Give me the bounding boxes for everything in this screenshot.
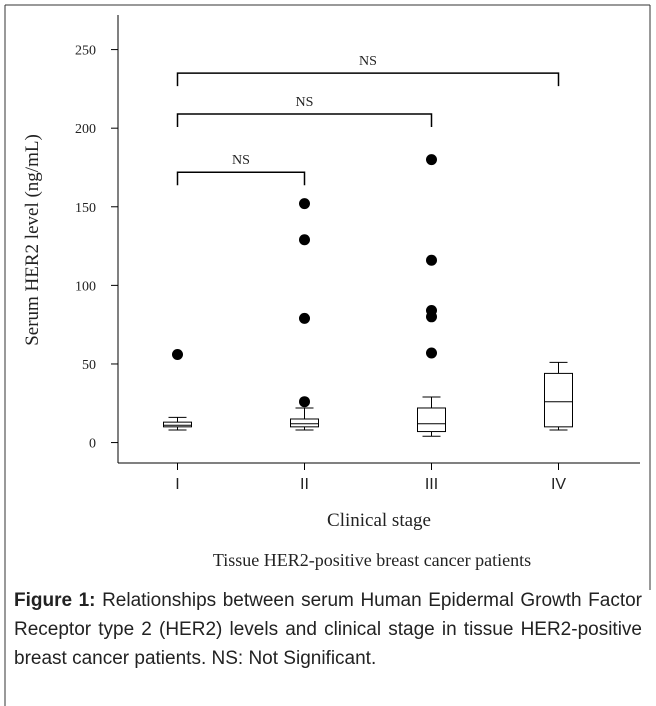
x-tick-label: III — [425, 476, 438, 493]
box — [544, 372, 573, 428]
x-tick-label: I — [175, 476, 179, 493]
outlier — [299, 234, 310, 246]
x-axis-label: Clinical stage — [327, 510, 431, 531]
x-tick-label: II — [300, 476, 309, 493]
y-tick-label: 50 — [82, 358, 96, 373]
caption: Figure 1: Relationships between serum Hu… — [14, 586, 642, 673]
caption-label: Figure 1: — [14, 590, 96, 611]
bracket — [176, 113, 433, 128]
outlier — [426, 305, 437, 317]
y-tick-label: 200 — [75, 122, 96, 137]
bracket — [176, 72, 560, 87]
outlier — [299, 396, 310, 408]
y-tick-label: 100 — [75, 279, 96, 294]
outlier — [426, 254, 437, 266]
chart-title: Tissue HER2-positive breast cancer patie… — [213, 550, 531, 570]
caption-text: Relationships between serum Human Epider… — [14, 590, 642, 669]
outlier — [426, 347, 437, 359]
box — [417, 407, 446, 433]
y-tick-label: 0 — [89, 437, 96, 452]
y-axis-label: Serum HER2 level (ng/mL) — [22, 134, 43, 346]
outlier — [172, 349, 183, 361]
outlier — [299, 198, 310, 210]
y-tick-label: 250 — [75, 44, 96, 59]
outlier — [299, 312, 310, 324]
outlier — [426, 154, 437, 166]
bracket-label: NS — [232, 153, 250, 168]
y-tick-label: 150 — [75, 201, 96, 216]
bracket — [176, 171, 306, 186]
bracket-label: NS — [359, 54, 377, 69]
x-tick-label: IV — [551, 476, 566, 493]
box — [163, 421, 192, 428]
box — [290, 418, 319, 428]
bracket-label: NS — [296, 95, 314, 110]
